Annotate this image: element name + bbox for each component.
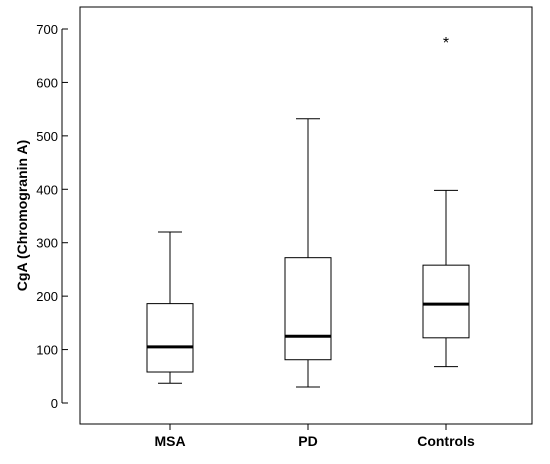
y-tick-label: 0 xyxy=(51,396,58,411)
y-axis-title: CgA (Chromogranin A) xyxy=(14,140,30,291)
y-tick-label: 700 xyxy=(36,22,58,37)
x-tick-label: Controls xyxy=(417,433,475,449)
x-tick-label: PD xyxy=(298,433,317,449)
box-controls: * xyxy=(422,35,470,368)
y-axis: 0 100 200 300 400 500 600 700 xyxy=(36,22,68,411)
iqr-box xyxy=(146,303,194,373)
x-tick-label: MSA xyxy=(154,433,185,449)
y-tick-label: 200 xyxy=(36,289,58,304)
y-tick-label: 500 xyxy=(36,129,58,144)
y-tick-label: 600 xyxy=(36,75,58,90)
iqr-box xyxy=(422,264,470,339)
iqr-box xyxy=(284,257,332,361)
box-msa xyxy=(146,231,194,384)
y-tick-label: 400 xyxy=(36,182,58,197)
boxes: * xyxy=(146,35,470,388)
y-tick-label: 100 xyxy=(36,343,58,358)
box-pd xyxy=(284,118,332,388)
x-axis: MSA PD Controls xyxy=(154,423,475,449)
outlier-marker: * xyxy=(443,35,449,52)
y-tick-label: 300 xyxy=(36,236,58,251)
